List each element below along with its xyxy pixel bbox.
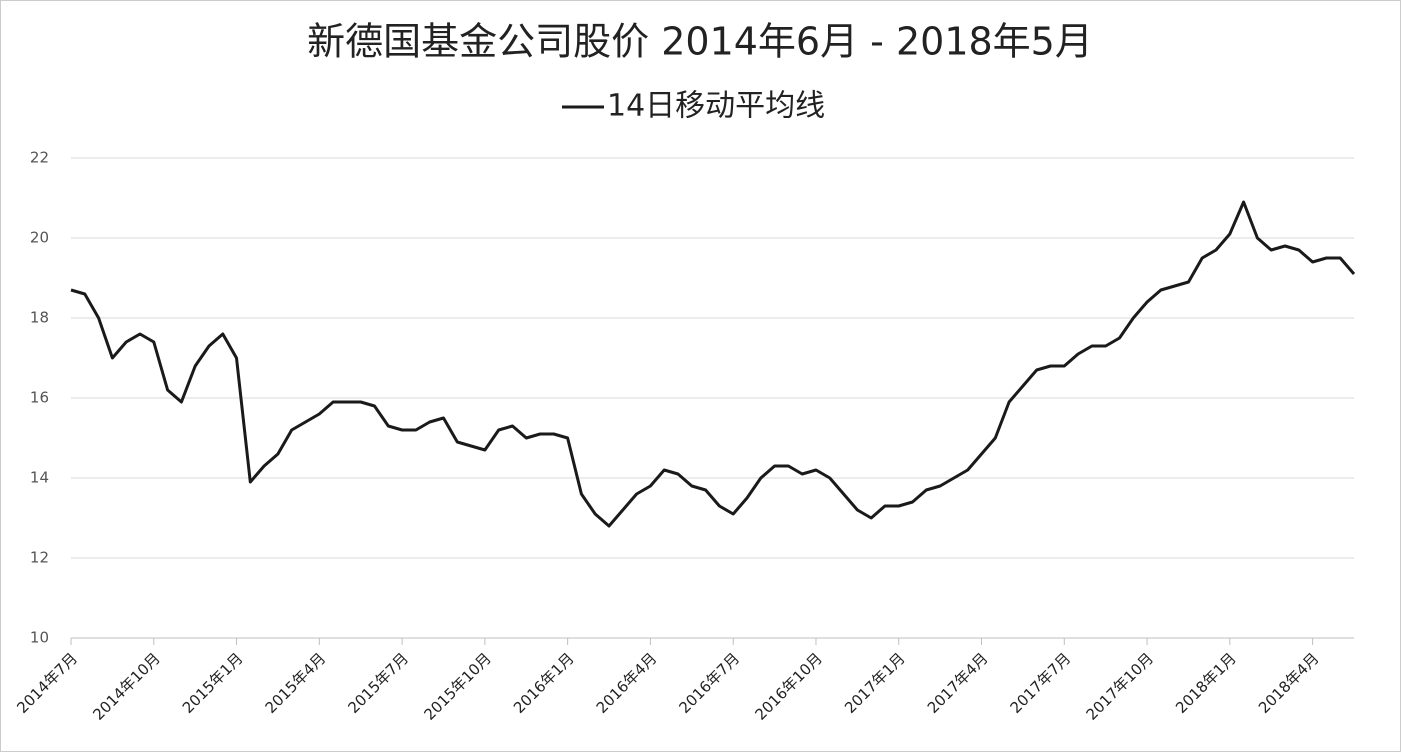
legend-label: 14日移动平均线 [607,89,825,124]
y-tick-label: 12 [30,549,49,567]
y-tick-label: 22 [30,149,49,167]
y-tick-label: 20 [30,229,49,247]
y-tick-label: 18 [30,309,49,327]
y-tick-label: 14 [30,469,49,487]
y-tick-label: 10 [30,629,49,647]
series-line [70,200,1356,528]
chart-title: 新德国基金公司股价 2014年6月 - 2018年5月 [307,20,1093,64]
y-tick-label: 16 [30,389,49,407]
